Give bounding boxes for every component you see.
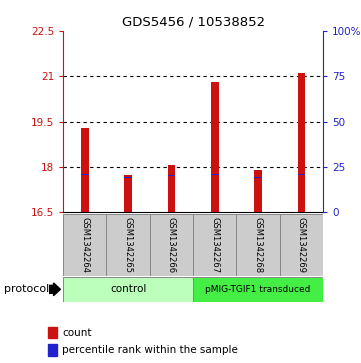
Text: GSM1342267: GSM1342267	[210, 217, 219, 273]
FancyArrow shape	[49, 283, 60, 296]
Text: protocol: protocol	[4, 284, 49, 294]
Text: pMIG-TGIF1 transduced: pMIG-TGIF1 transduced	[205, 285, 311, 294]
Bar	[211, 82, 219, 212]
FancyBboxPatch shape	[280, 214, 323, 276]
FancyBboxPatch shape	[193, 277, 323, 302]
Bar	[48, 327, 57, 338]
FancyBboxPatch shape	[106, 214, 150, 276]
Text: GSM1342264: GSM1342264	[81, 217, 89, 273]
Text: GSM1342266: GSM1342266	[167, 217, 176, 273]
Title: GDS5456 / 10538852: GDS5456 / 10538852	[122, 15, 265, 28]
Bar	[168, 175, 175, 176]
FancyBboxPatch shape	[63, 277, 193, 302]
FancyBboxPatch shape	[236, 214, 280, 276]
Bar	[297, 174, 305, 175]
Bar	[124, 177, 132, 179]
Bar	[297, 73, 305, 212]
Text: GSM1342269: GSM1342269	[297, 217, 306, 273]
Text: GSM1342265: GSM1342265	[124, 217, 132, 273]
Text: count: count	[62, 327, 92, 338]
Text: percentile rank within the sample: percentile rank within the sample	[62, 345, 238, 355]
Bar	[254, 170, 262, 212]
Bar	[211, 174, 219, 175]
Bar	[48, 344, 57, 356]
FancyBboxPatch shape	[150, 214, 193, 276]
Bar	[81, 128, 89, 212]
FancyBboxPatch shape	[193, 214, 236, 276]
Text: control: control	[110, 284, 146, 294]
Bar	[168, 166, 175, 212]
Bar	[254, 177, 262, 179]
Bar	[124, 175, 132, 212]
FancyBboxPatch shape	[63, 214, 106, 276]
Bar	[81, 174, 89, 175]
Text: GSM1342268: GSM1342268	[254, 217, 262, 273]
